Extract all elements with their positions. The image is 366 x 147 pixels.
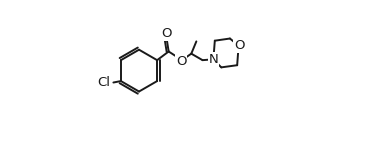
Text: N: N [209,53,218,66]
Text: Cl: Cl [97,76,110,89]
Text: O: O [234,39,244,52]
Text: N: N [209,53,218,66]
Text: O: O [176,55,186,68]
Text: O: O [161,27,172,40]
